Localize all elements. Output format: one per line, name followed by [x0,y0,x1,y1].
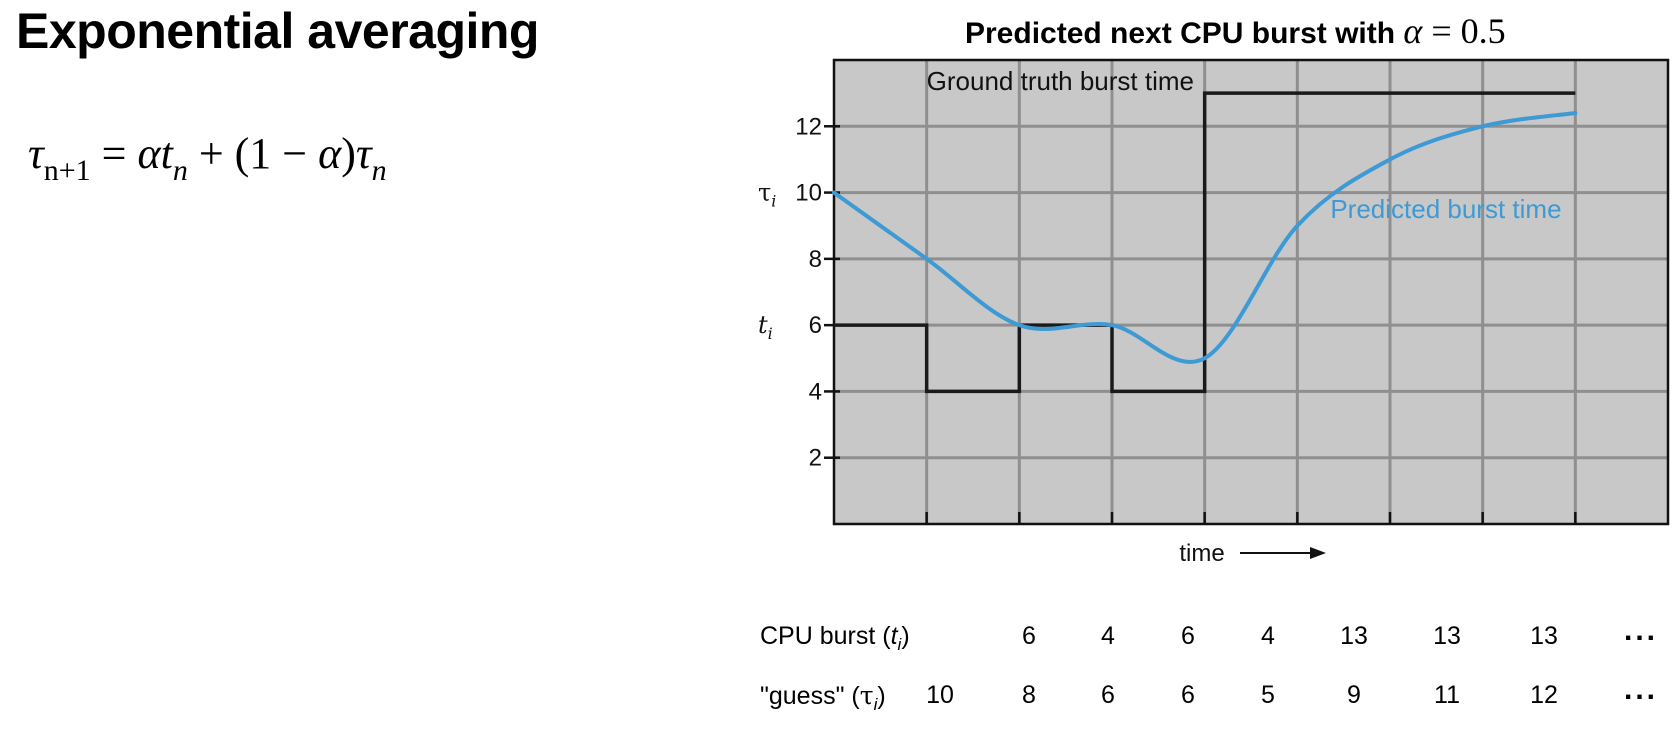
guess-row-label: "guess" (τi) [760,681,886,714]
ground-truth-label: Ground truth burst time [927,66,1194,96]
formula-plus-one-minus: + (1 − [187,129,319,178]
y-tick-label: 12 [795,113,822,140]
y-tick-label: 10 [795,180,822,207]
cpu-burst-value: 4 [1261,622,1275,650]
formula-alpha-2: α [318,129,342,178]
cpu-burst-value: 13 [1433,622,1461,650]
y-tick-label: 4 [809,378,822,405]
guess-value: 6 [1181,681,1195,709]
chart-title-alpha: α = 0.5 [1403,11,1506,51]
chart-title-text: Predicted next CPU burst with [965,17,1404,50]
formula-tau-n: τn [355,129,387,187]
plot-background [834,60,1668,524]
chart-title: Predicted next CPU burst with α = 0.5 [965,10,1506,52]
predicted-burst-curve [832,111,1578,364]
guess-value: 8 [1022,681,1036,709]
formula-alpha: α [137,129,161,178]
plot-frame [832,58,1670,526]
guess-value: 9 [1347,681,1361,709]
cpu-burst-value: 13 [1530,622,1558,650]
cpu-burst-value: 6 [1181,622,1195,650]
ground-truth-step-line [834,91,1576,394]
cpu-burst-row-label: CPU burst (ti) [760,622,910,654]
formula-tau-next: τn+1 [28,129,91,187]
slide-title: Exponential averaging [16,3,539,59]
predicted-burst-label: Predicted burst time [1330,194,1561,224]
cpu-burst-value: 13 [1340,622,1368,650]
y-tick-label: 6 [809,312,822,339]
x-axis-arrowhead [1310,547,1326,559]
formula-t-n: tn [160,129,188,187]
y-tick-label: 2 [809,445,822,472]
table-row-ellipsis: ... [1623,673,1659,706]
guess-value: 6 [1101,681,1115,709]
table-row-ellipsis: ... [1623,614,1659,647]
t-i-axis-label: ti [758,311,773,343]
formula-close-paren: ) [341,129,356,178]
cpu-burst-value: 4 [1101,622,1115,650]
formula-equals: = [90,129,138,178]
guess-value: 10 [926,681,954,709]
cpu-burst-value: 6 [1022,622,1036,650]
exponential-average-formula: τn+1 = αtn + (1 − α)τn [28,128,387,188]
tau-i-axis-label: τi [758,179,776,211]
x-axis-label: time [1179,540,1224,567]
guess-value: 11 [1434,681,1460,709]
y-tick-label: 8 [809,246,822,273]
guess-value: 12 [1530,681,1558,709]
guess-value: 5 [1261,681,1275,709]
